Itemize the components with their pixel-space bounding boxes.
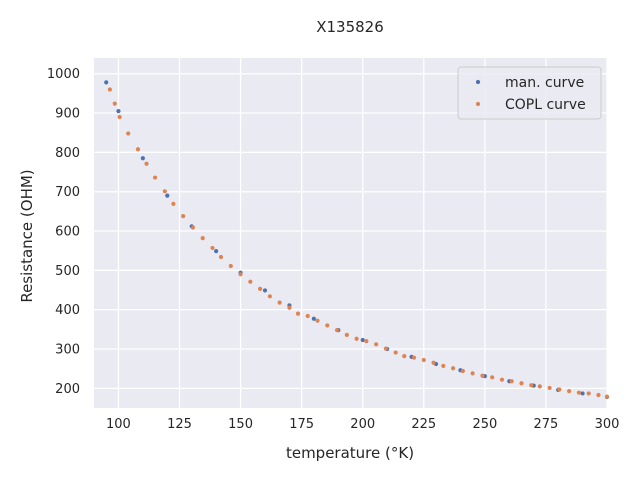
data-point (315, 319, 319, 323)
data-point (214, 249, 218, 253)
data-point (268, 294, 272, 298)
data-point (258, 287, 262, 291)
x-tick-label: 300 (595, 417, 620, 432)
y-axis-label: Resistance (OHM) (18, 169, 36, 302)
data-point (567, 389, 571, 393)
data-point (210, 246, 214, 250)
data-point (126, 131, 130, 135)
x-tick-label: 100 (106, 417, 131, 432)
legend-marker (476, 102, 480, 106)
data-point (248, 280, 252, 284)
data-point (144, 162, 148, 166)
data-point (201, 236, 205, 240)
data-point (547, 386, 551, 390)
data-point (219, 255, 223, 259)
y-tick-label: 700 (55, 185, 80, 200)
data-point (306, 314, 310, 318)
data-point (287, 306, 291, 310)
data-point (480, 374, 484, 378)
x-tick-label: 125 (167, 417, 192, 432)
y-tick-label: 300 (55, 343, 80, 358)
data-point (596, 393, 600, 397)
data-point (116, 109, 120, 113)
data-point (500, 378, 504, 382)
data-point (538, 384, 542, 388)
data-point (345, 333, 349, 337)
y-tick-label: 600 (55, 225, 80, 240)
data-point (113, 102, 117, 106)
data-point (153, 175, 157, 179)
data-point (510, 379, 514, 383)
data-point (312, 317, 316, 321)
data-point (229, 264, 233, 268)
data-point (108, 87, 112, 91)
data-point (325, 323, 329, 327)
data-point (364, 339, 368, 343)
data-point (605, 394, 609, 398)
x-tick-label: 150 (228, 417, 253, 432)
y-tick-label: 1000 (47, 67, 80, 82)
data-point (141, 156, 145, 160)
data-point (104, 80, 108, 84)
data-point (577, 391, 581, 395)
data-point (384, 347, 388, 351)
data-point (171, 202, 175, 206)
data-point (191, 225, 195, 229)
data-point (181, 214, 185, 218)
x-tick-label: 250 (472, 417, 497, 432)
data-point (335, 328, 339, 332)
legend-label: man. curve (505, 75, 584, 91)
y-tick-label: 400 (55, 303, 80, 318)
legend: man. curve COPL curve (458, 67, 601, 119)
y-tick-label: 500 (55, 264, 80, 279)
x-tick-label: 275 (534, 417, 559, 432)
legend-marker (476, 80, 480, 84)
data-point (278, 301, 282, 305)
y-tick-label: 800 (55, 146, 80, 161)
data-point (361, 338, 365, 342)
y-tick-label: 900 (55, 107, 80, 122)
data-point (394, 350, 398, 354)
data-point (374, 342, 378, 346)
chart-title: X135826 (316, 18, 384, 36)
data-point (580, 391, 584, 395)
y-tick-label: 200 (55, 382, 80, 397)
data-point (471, 371, 475, 375)
x-axis-label: temperature (°K) (286, 444, 414, 462)
data-point (587, 391, 591, 395)
data-point (431, 361, 435, 365)
data-point (136, 147, 140, 151)
data-point (118, 115, 122, 119)
data-point (451, 366, 455, 370)
data-point (557, 387, 561, 391)
data-point (165, 194, 169, 198)
legend-label: COPL curve (505, 97, 586, 113)
data-point (412, 356, 416, 360)
x-tick-label: 175 (289, 417, 314, 432)
data-point (263, 288, 267, 292)
data-point (519, 381, 523, 385)
data-point (529, 383, 533, 387)
data-point (238, 272, 242, 276)
data-point (490, 375, 494, 379)
data-point (441, 364, 445, 368)
data-point (461, 369, 465, 373)
data-point (296, 312, 300, 316)
data-point (402, 354, 406, 358)
x-tick-label: 225 (411, 417, 436, 432)
data-point (422, 358, 426, 362)
data-point (163, 189, 167, 193)
x-tick-label: 200 (350, 417, 375, 432)
data-point (355, 337, 359, 341)
